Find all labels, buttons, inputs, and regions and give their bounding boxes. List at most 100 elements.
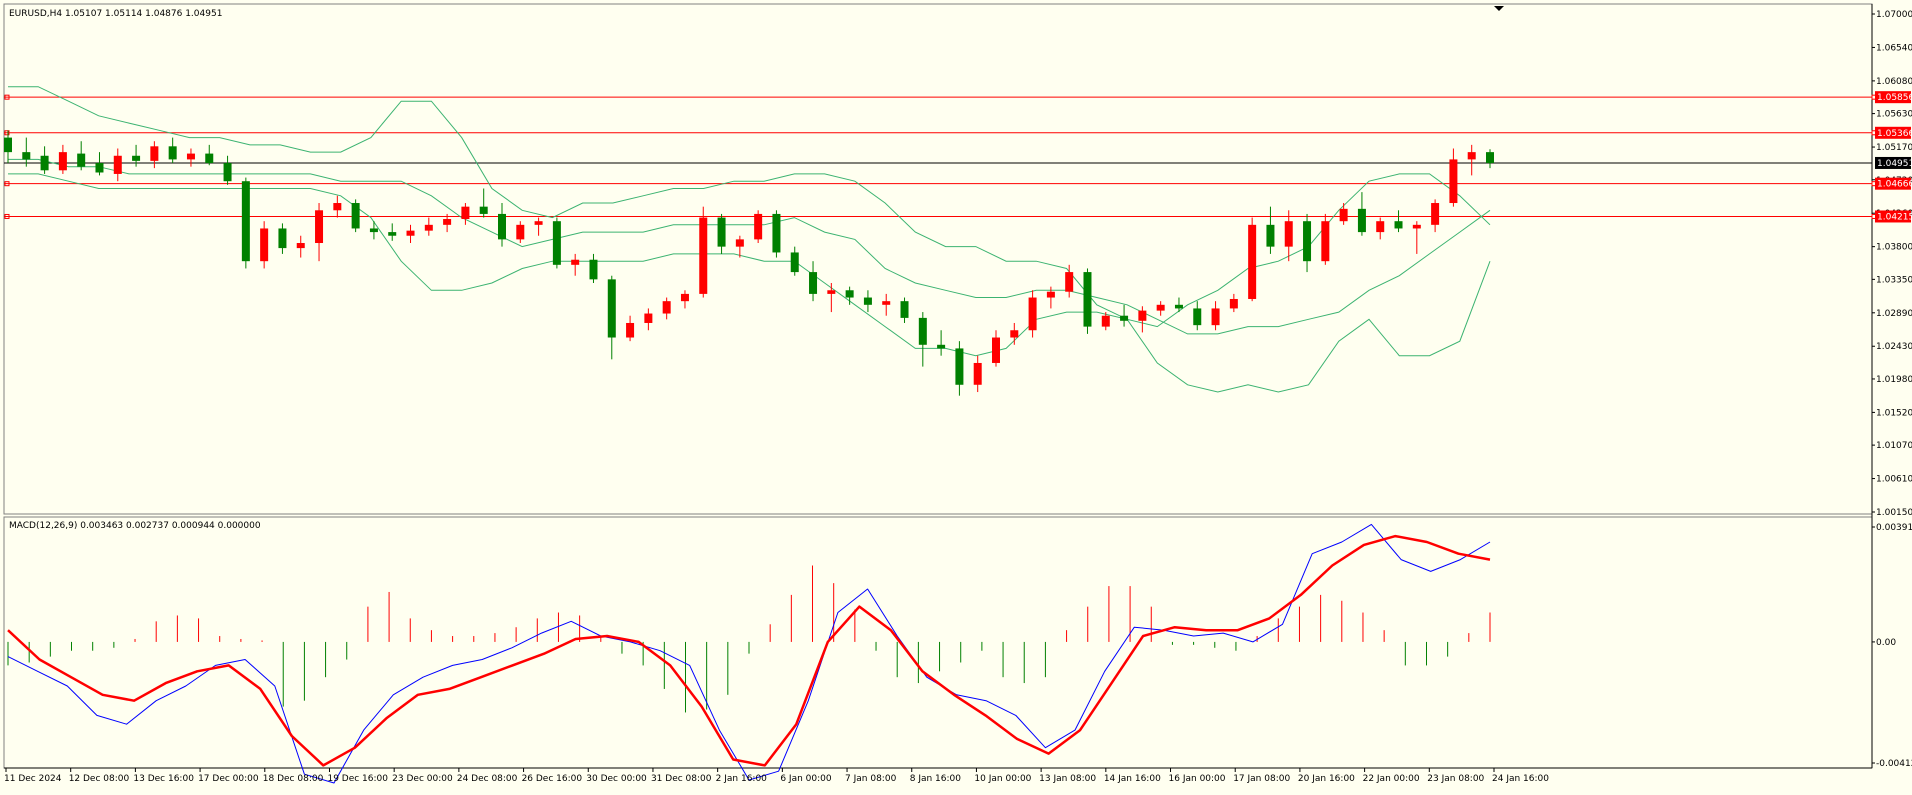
macd-panel-frame — [3, 516, 1873, 769]
level-price-label: 1.05366 — [1877, 129, 1912, 139]
candle — [479, 188, 488, 218]
candle — [1321, 213, 1330, 265]
candle — [296, 235, 305, 258]
candle-body — [1138, 310, 1147, 321]
candle-body — [1321, 221, 1330, 262]
candle — [461, 203, 470, 225]
candle-body — [4, 137, 12, 153]
candle-body — [241, 181, 250, 262]
candle-body — [626, 322, 635, 338]
candle — [168, 137, 177, 164]
price-tick-label: 1.03800 — [1876, 243, 1912, 253]
level-anchor-icon[interactable] — [4, 94, 10, 100]
candle-body — [1174, 304, 1183, 309]
candle — [735, 235, 744, 258]
candle — [4, 130, 12, 164]
candle-body — [132, 155, 141, 161]
candle-body — [1431, 203, 1440, 225]
candle-body — [900, 301, 909, 318]
price-tick-label: 1.06540 — [1876, 43, 1912, 53]
candle-body — [735, 239, 744, 247]
level-price-tag — [1875, 210, 1911, 223]
candle-body — [571, 259, 580, 265]
macd-signal-line — [7, 534, 1491, 767]
time-tick-label: 22 Jan 00:00 — [1363, 774, 1420, 784]
candle-body — [845, 290, 854, 298]
chart-shift-marker-icon[interactable] — [1494, 6, 1504, 11]
candle-body — [40, 155, 49, 171]
candle — [937, 330, 946, 356]
candle — [260, 221, 269, 269]
candle-body — [1486, 152, 1494, 164]
time-tick-label: 11 Dec 2024 — [4, 774, 62, 784]
candle-body — [918, 317, 927, 345]
candle — [241, 177, 250, 269]
macd-histogram — [7, 565, 1491, 713]
time-tick-label: 17 Dec 00:00 — [198, 774, 259, 784]
candle-body — [1010, 330, 1019, 338]
candle-body — [1211, 308, 1220, 326]
candle — [443, 213, 452, 233]
price-tick-label: 1.01980 — [1876, 375, 1912, 385]
candle-body — [1028, 297, 1037, 331]
price-tick-label: 1.01520 — [1876, 408, 1912, 418]
candle — [1284, 210, 1293, 262]
candle — [1431, 199, 1440, 233]
candle — [809, 261, 818, 302]
candle — [1303, 213, 1312, 273]
candle-body — [717, 217, 726, 247]
time-tick-label: 8 Jan 16:00 — [910, 774, 962, 784]
candle — [918, 312, 927, 367]
time-tick-label: 16 Jan 00:00 — [1169, 774, 1226, 784]
candle-body — [1376, 221, 1385, 233]
candle — [1083, 268, 1092, 334]
price-tick-label: 1.03350 — [1876, 275, 1912, 285]
candle-body — [882, 301, 891, 305]
macd-tick-label: 0.00 — [1876, 638, 1896, 648]
price-tick-label: 1.07000 — [1876, 10, 1912, 20]
level-anchor-icon[interactable] — [4, 213, 10, 219]
candle — [369, 221, 378, 240]
candle-body — [406, 230, 415, 236]
candle-body — [315, 210, 324, 244]
level-price-label: 1.05856 — [1877, 93, 1912, 103]
level-anchor-icon[interactable] — [4, 181, 10, 187]
candle — [1486, 149, 1494, 169]
time-tick-label: 31 Dec 08:00 — [651, 774, 712, 784]
candle — [845, 286, 854, 305]
macd-main-line — [7, 523, 1491, 784]
candle-body — [479, 206, 488, 214]
candle-body — [1193, 308, 1202, 326]
candle-body — [772, 213, 781, 253]
time-tick-label: 17 Jan 08:00 — [1233, 774, 1290, 784]
price-tick-label: 1.05630 — [1876, 110, 1912, 120]
candle — [1156, 301, 1165, 316]
time-tick-label: 30 Dec 00:00 — [586, 774, 647, 784]
candle — [1376, 217, 1385, 240]
candle — [58, 144, 67, 174]
time-tick-label: 2 Jan 16:00 — [716, 774, 768, 784]
macd-axis: 0.00391 0.00 -0.00412 — [1872, 523, 1912, 769]
candle — [552, 217, 561, 269]
candle-body — [1339, 208, 1348, 222]
candle — [717, 213, 726, 254]
price-axis-labels: 1.070001.065401.060801.056301.051701.047… — [1875, 10, 1912, 518]
level-price-tag — [1875, 126, 1911, 139]
candle — [186, 148, 195, 167]
macd-tick-label: 0.00391 — [1876, 523, 1912, 533]
candle — [571, 253, 580, 276]
macd-panel-header: MACD(12,26,9) 0.003463 0.002737 0.000944… — [9, 521, 261, 531]
candle-body — [369, 228, 378, 233]
time-tick-label: 10 Jan 00:00 — [974, 774, 1031, 784]
candle-body — [1120, 315, 1129, 321]
candle-body — [95, 163, 104, 173]
candle — [223, 155, 232, 185]
price-tick-label: 1.01070 — [1876, 441, 1912, 451]
candle-body — [589, 259, 598, 280]
level-anchor-icon[interactable] — [4, 130, 10, 136]
horizontal-levels — [4, 94, 1877, 219]
candle-body — [644, 313, 653, 323]
candle — [1248, 217, 1257, 302]
